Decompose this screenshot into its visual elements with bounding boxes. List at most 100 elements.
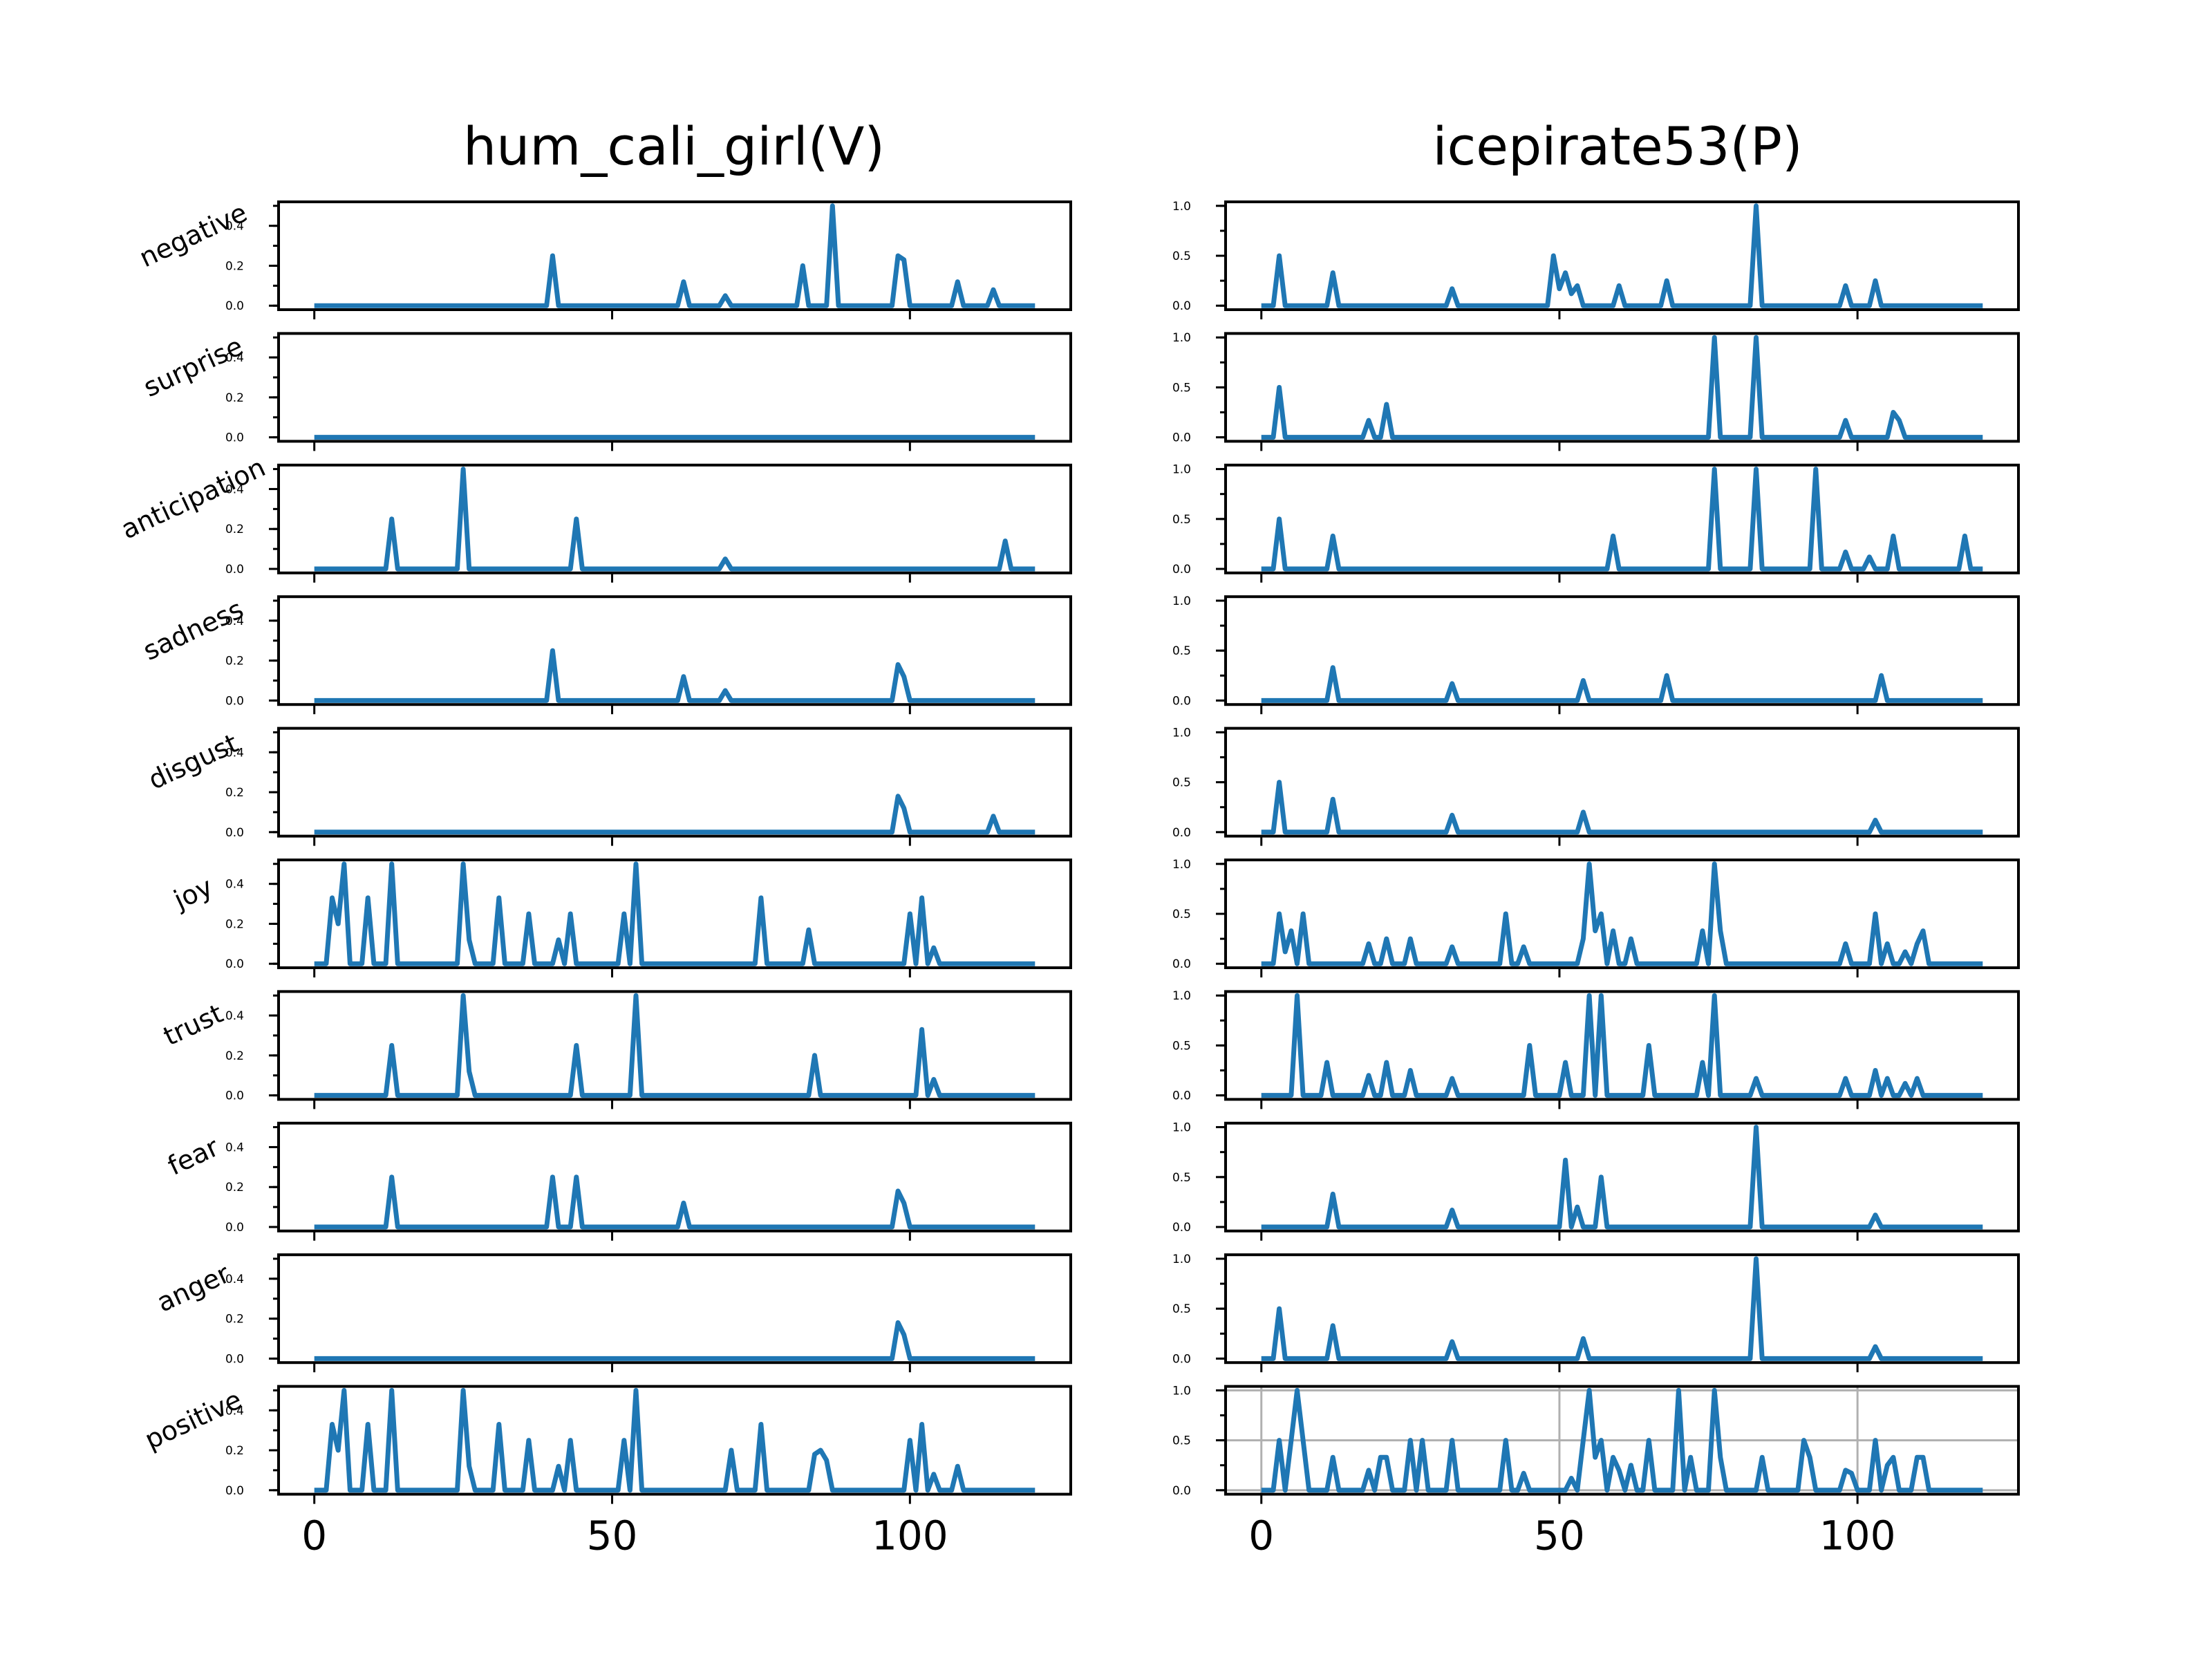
y-tick-label: 0.0 xyxy=(1172,957,1191,971)
y-tick-label: 0.0 xyxy=(225,1089,244,1103)
series-line-positive xyxy=(1261,1387,1983,1493)
axes-frame xyxy=(277,463,1072,574)
series-line-positive xyxy=(314,1387,1035,1493)
y-tick-label: 0.4 xyxy=(225,351,244,365)
y-tick-label: 0.2 xyxy=(225,391,244,405)
series-line-sadness xyxy=(314,648,1035,703)
y-tick-label: 0.2 xyxy=(225,917,244,931)
y-tick-label: 0.2 xyxy=(225,523,244,536)
y-tick-label: 0.4 xyxy=(225,1141,244,1154)
y-tick-label: 0.0 xyxy=(225,957,244,971)
subplot-joy: 0.0 0.5 1.0 xyxy=(1172,858,2020,977)
x-tick-label: 50 xyxy=(587,1512,638,1559)
y-tick-label: 0.4 xyxy=(225,1273,244,1286)
axes-frame xyxy=(277,200,1072,311)
x-tick-label: 0 xyxy=(1248,1512,1274,1559)
series-line-anticipation xyxy=(1261,467,1983,572)
y-tick-label: 1.0 xyxy=(1172,463,1191,477)
y-tick-label: 0.0 xyxy=(225,1221,244,1235)
series-line-trust xyxy=(1261,993,1983,1098)
subplot-anger: 0.0 0.5 1.0 xyxy=(1172,1253,2020,1373)
subplot-disgust: 0.0 0.5 1.0 xyxy=(1172,726,2020,846)
axes-frame xyxy=(277,1385,1072,1496)
y-tick-label: 1.0 xyxy=(1172,1121,1191,1135)
x-tick-label: 100 xyxy=(1819,1512,1896,1559)
y-tick-label: 0.0 xyxy=(225,1352,244,1366)
y-tick-label: 1.0 xyxy=(1172,726,1191,740)
y-tick-label: 0.2 xyxy=(225,655,244,668)
y-tick-label: 1.0 xyxy=(1172,594,1191,608)
y-tick-label: 0.0 xyxy=(1172,826,1191,840)
series-line-disgust xyxy=(1261,780,1983,835)
y-tick-label: 1.0 xyxy=(1172,1384,1191,1398)
x-tick-label: 50 xyxy=(1534,1512,1585,1559)
series-line-surprise xyxy=(1261,335,1983,440)
y-tick-label: 0.0 xyxy=(1172,1352,1191,1366)
right-panel-title: icepirate53(P) xyxy=(1432,115,1802,177)
y-tick-label: 0.0 xyxy=(1172,1484,1191,1498)
y-tick-label: 0.2 xyxy=(225,1049,244,1063)
panel-right: 0.00.51.00.00.51.00.00.51.00.00.51.00.00… xyxy=(1172,200,2020,1559)
y-tick-label: 0.2 xyxy=(225,259,244,273)
y-tick-label: 0.2 xyxy=(225,1313,244,1327)
series-line-trust xyxy=(314,993,1035,1098)
series-line-anger xyxy=(1261,1256,1983,1361)
axes-frame xyxy=(277,727,1072,838)
y-tick-label: 0.0 xyxy=(225,431,244,445)
subplot-fear: 0.0 0.5 1.0 xyxy=(1172,1121,2020,1241)
y-tick-label: 0.0 xyxy=(1172,563,1191,577)
y-tick-label: 0.5 xyxy=(1172,1302,1191,1316)
subplot-trust: 0.0 0.5 1.0 xyxy=(1172,989,2020,1109)
y-tick-label: 0.5 xyxy=(1172,1039,1191,1053)
y-tick-label: 1.0 xyxy=(1172,858,1191,872)
y-tick-label: 0.0 xyxy=(225,563,244,577)
series-line-negative xyxy=(314,203,1035,308)
series-line-anticipation xyxy=(314,467,1035,572)
y-tick-label: 0.5 xyxy=(1172,1434,1191,1448)
left-panel-title: hum_cali_girl(V) xyxy=(463,115,885,177)
y-tick-label: 1.0 xyxy=(1172,331,1191,345)
y-tick-label: 0.5 xyxy=(1172,250,1191,263)
axes-frame xyxy=(277,859,1072,969)
x-tick-label: 100 xyxy=(872,1512,948,1559)
series-line-fear xyxy=(314,1174,1035,1230)
y-tick-label: 1.0 xyxy=(1172,1253,1191,1266)
y-tick-label: 0.0 xyxy=(1172,431,1191,445)
x-tick-label: 0 xyxy=(301,1512,327,1559)
y-tick-label: 0.0 xyxy=(225,1484,244,1498)
series-line-joy xyxy=(314,861,1035,966)
axes-frame xyxy=(277,595,1072,706)
y-tick-label: 0.2 xyxy=(225,1181,244,1194)
y-tick-label: 0.4 xyxy=(225,878,244,892)
axes-frame xyxy=(277,1121,1072,1232)
y-tick-label: 0.4 xyxy=(225,1404,244,1418)
y-tick-label: 0.4 xyxy=(225,220,244,234)
y-tick-label: 0.0 xyxy=(1172,1089,1191,1103)
y-tick-label: 0.4 xyxy=(225,482,244,496)
axes-frame xyxy=(277,1253,1072,1365)
series-line-sadness xyxy=(1261,665,1983,703)
y-tick-label: 0.2 xyxy=(225,1444,244,1458)
series-line-anger xyxy=(314,1320,1035,1361)
y-tick-label: 1.0 xyxy=(1172,989,1191,1003)
series-line-disgust xyxy=(314,794,1035,835)
axes-frame xyxy=(277,332,1072,443)
subplot-sadness: 0.0 0.5 1.0 xyxy=(1172,594,2020,715)
series-line-fear xyxy=(1261,1125,1983,1230)
y-tick-label: 0.5 xyxy=(1172,908,1191,921)
subplot-anticipation: 0.0 0.5 1.0 xyxy=(1172,463,2020,583)
y-tick-label: 0.5 xyxy=(1172,1171,1191,1185)
series-line-negative xyxy=(1261,203,1983,308)
y-tick-label: 0.4 xyxy=(225,615,244,628)
subplot-positive: 0.0 0.5 1.0 0 50 100 xyxy=(1172,1384,2020,1559)
y-tick-label: 1.0 xyxy=(1172,200,1191,214)
y-tick-label: 0.0 xyxy=(225,826,244,840)
y-tick-label: 0.0 xyxy=(225,694,244,708)
y-tick-label: 0.0 xyxy=(1172,299,1191,313)
y-tick-label: 0.5 xyxy=(1172,776,1191,790)
y-tick-label: 0.4 xyxy=(225,746,244,760)
y-tick-label: 0.5 xyxy=(1172,381,1191,395)
